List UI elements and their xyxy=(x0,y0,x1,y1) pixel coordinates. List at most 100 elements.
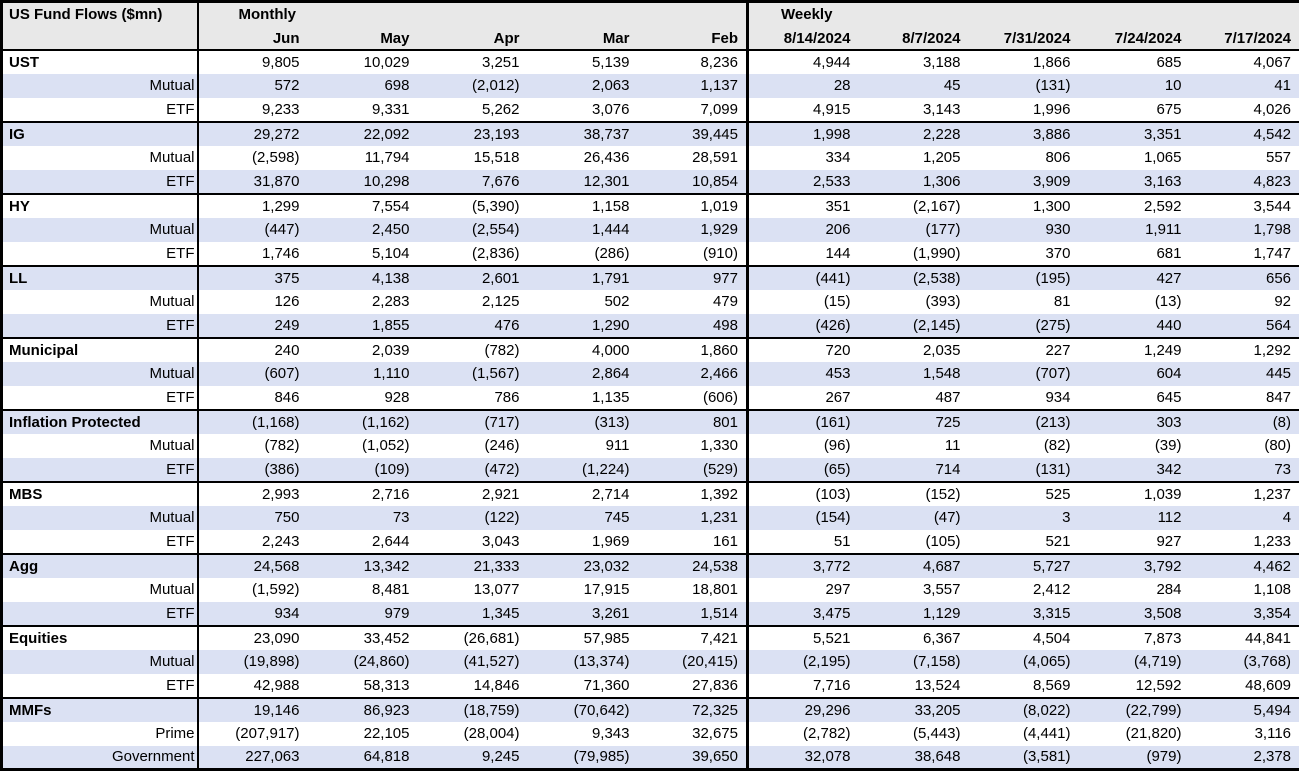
value-cell: 22,092 xyxy=(307,120,418,146)
row-label: Mutual xyxy=(1,289,199,314)
value-cell: (161) xyxy=(746,408,859,434)
value-cell: (2,167) xyxy=(858,192,969,218)
value-cell: (246) xyxy=(484,437,520,454)
value-cell: 33,205 xyxy=(858,696,969,722)
value-cell: 8,481 xyxy=(371,581,410,598)
value-cell: 24,538 xyxy=(637,552,748,578)
value-cell: (4,441) xyxy=(1022,725,1071,742)
value-cell: 86,923 xyxy=(307,696,418,722)
value-cell: (1,162) xyxy=(307,408,418,434)
value-cell: 927 xyxy=(1156,532,1182,550)
table-body: UST 9,805 10,029 3,251 5,139 8,236 4,944 3,188 1… xyxy=(1,48,1299,770)
value-cell: 2,283 xyxy=(371,293,410,310)
value-cell: (1,168) xyxy=(197,408,308,434)
value-cell: 44,841 xyxy=(1189,624,1299,650)
value-cell: 72,325 xyxy=(637,696,748,722)
value-cell: 3,163 xyxy=(1078,169,1190,194)
row-label: ETF xyxy=(1,529,199,554)
value-cell: 1,998 xyxy=(746,120,859,146)
table-row: Mutual (2,598) 11,794 15,518 26,436 28,591 334… xyxy=(1,145,1299,170)
row-label: Inflation Protected xyxy=(1,408,199,434)
value-cell: (606) xyxy=(702,388,738,406)
value-cell: 487 xyxy=(935,388,961,406)
value-cell: 6,367 xyxy=(858,624,969,650)
value-cell: 4,026 xyxy=(1253,100,1292,118)
value-cell: (177) xyxy=(858,217,969,242)
value-cell: 1,290 xyxy=(527,313,638,338)
table-row: ETF 846 928 786 1,135 (606) 267 487 934 645 847 xyxy=(1,385,1299,410)
column-header-weekly-2: 7/31/2024 xyxy=(968,27,1079,51)
table-row: ETF 9,233 9,331 5,262 3,076 7,099 4,915 3,143 1,… xyxy=(1,97,1299,122)
value-cell: 58,313 xyxy=(363,676,410,694)
value-cell: 934 xyxy=(197,601,308,626)
value-cell: 656 xyxy=(1189,264,1299,290)
value-cell: 2,125 xyxy=(481,293,520,310)
row-label: ETF xyxy=(1,169,199,194)
value-cell: 21,333 xyxy=(417,552,528,578)
value-cell: (22,799) xyxy=(1078,696,1190,722)
value-cell: 7,554 xyxy=(307,192,418,218)
value-cell: 3,188 xyxy=(858,48,969,74)
value-cell: 1,158 xyxy=(527,192,638,218)
value-cell: (70,642) xyxy=(527,696,638,722)
table-row: Mutual (607) 1,110 (1,567) 2,864 2,466 453 1,54… xyxy=(1,361,1299,386)
column-header-monthly-4: Feb xyxy=(637,27,748,51)
value-cell: 675 xyxy=(1156,100,1182,118)
row-label: Mutual xyxy=(1,217,199,242)
column-header-weekly-0: 8/14/2024 xyxy=(746,27,859,51)
group-row: MMFs 19,146 86,923 (18,759) (70,642) 72,325 29… xyxy=(1,696,1299,722)
row-label: UST xyxy=(1,48,199,74)
value-cell: 445 xyxy=(1189,361,1299,386)
value-cell: (8,022) xyxy=(968,696,1079,722)
value-cell: (20,415) xyxy=(637,649,748,674)
value-cell: 979 xyxy=(307,601,418,626)
value-cell: 3,508 xyxy=(1078,601,1190,626)
value-cell: 1,548 xyxy=(858,361,969,386)
value-cell: 11 xyxy=(944,437,961,454)
value-cell: (109) xyxy=(307,457,418,482)
value-cell: 22,105 xyxy=(363,725,410,742)
value-cell: 32,675 xyxy=(692,725,738,742)
value-cell: 7,421 xyxy=(637,624,748,650)
table-row: Mutual (782) (1,052) (246) 911 1,330 (96) 11 (82… xyxy=(1,433,1299,458)
value-cell: (79,985) xyxy=(527,745,638,770)
value-cell: 1,129 xyxy=(858,601,969,626)
value-cell: 525 xyxy=(968,480,1079,506)
value-cell: 681 xyxy=(1156,244,1182,262)
value-cell: (707) xyxy=(968,361,1079,386)
value-cell: (105) xyxy=(925,532,961,550)
value-cell: (472) xyxy=(417,457,528,482)
value-cell: 4,944 xyxy=(746,48,859,74)
value-cell: (1,567) xyxy=(417,361,528,386)
value-cell: 3,251 xyxy=(417,48,528,74)
row-label: MMFs xyxy=(1,696,199,722)
value-cell: 1,330 xyxy=(700,437,738,454)
value-cell: 7,873 xyxy=(1078,624,1190,650)
table-row: Government 227,063 64,818 9,245 (79,985) 39,6… xyxy=(1,745,1299,770)
value-cell: 3,354 xyxy=(1189,601,1299,626)
row-label: ETF xyxy=(1,673,199,698)
value-cell: 9,805 xyxy=(197,48,308,74)
value-cell: (1,592) xyxy=(251,581,300,598)
value-cell: 13,342 xyxy=(307,552,418,578)
value-cell: 1,065 xyxy=(1143,149,1182,166)
value-cell: (1,990) xyxy=(912,244,961,262)
value-cell: 10,298 xyxy=(307,169,418,194)
value-cell: 28,591 xyxy=(692,149,738,166)
value-cell: 12,592 xyxy=(1135,676,1182,694)
value-cell: 521 xyxy=(1045,532,1071,550)
value-cell: 977 xyxy=(637,264,748,290)
table-row: Mutual (1,592) 8,481 13,077 17,915 18,801 297 3… xyxy=(1,577,1299,602)
value-cell: 39,445 xyxy=(637,120,748,146)
row-label: Agg xyxy=(1,552,199,578)
value-cell: 351 xyxy=(746,192,859,218)
value-cell: (2,782) xyxy=(746,721,859,746)
value-cell: (152) xyxy=(858,480,969,506)
value-cell: 334 xyxy=(746,145,859,170)
value-cell: 18,801 xyxy=(692,581,738,598)
value-cell: 4,687 xyxy=(858,552,969,578)
row-label: LL xyxy=(1,264,199,290)
value-cell: 479 xyxy=(712,293,738,310)
row-label: Equities xyxy=(1,624,199,650)
value-cell: 45 xyxy=(858,73,969,98)
